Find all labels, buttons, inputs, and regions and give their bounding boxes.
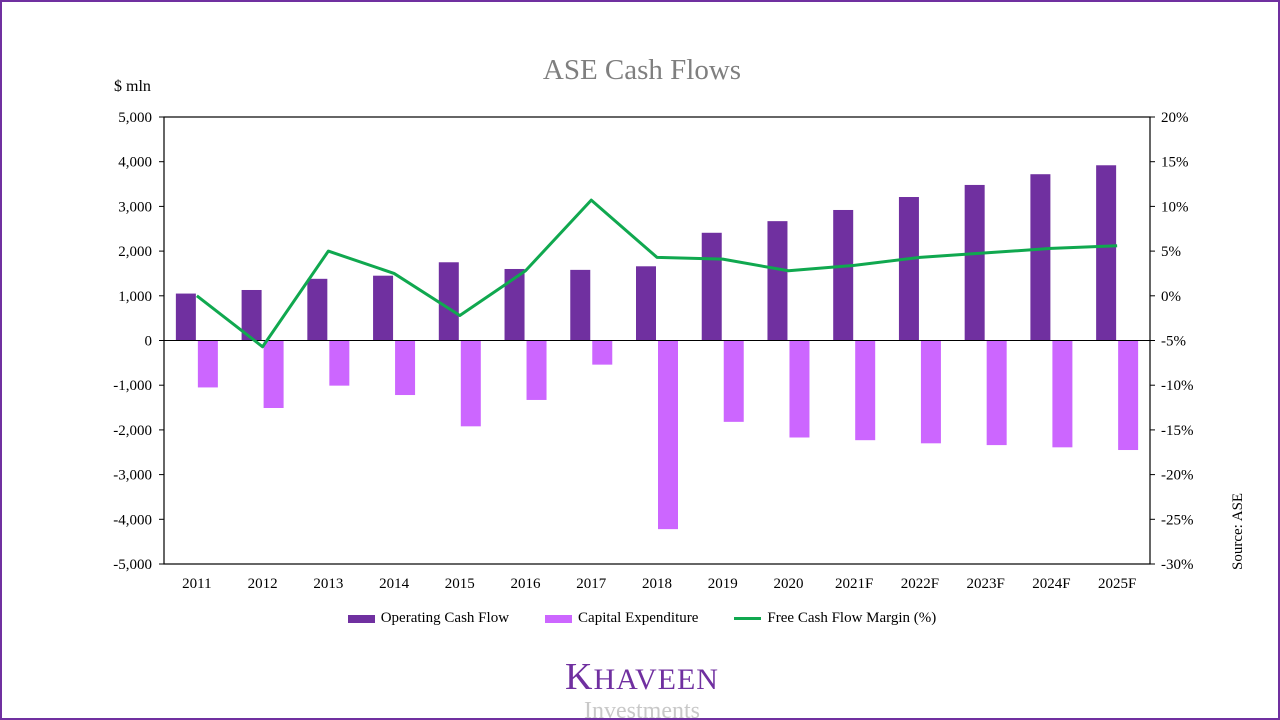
bar-capital-expenditure (263, 340, 284, 408)
y2-axis-tick-label: 20% (1161, 110, 1189, 126)
bar-operating-cash-flow (438, 262, 459, 341)
x-axis-tick-label: 2024F (1032, 576, 1070, 592)
logo-subtitle: Investments (584, 698, 700, 720)
y-axis-tick-label: 3,000 (118, 199, 152, 215)
x-axis-tick-label: 2013 (313, 576, 343, 592)
y2-axis-tick-label: -30% (1161, 557, 1194, 573)
bar-capital-expenditure (1118, 340, 1139, 451)
bar-operating-cash-flow (833, 209, 854, 341)
y-axis-tick-label: 5,000 (118, 110, 152, 126)
y-axis-tick-label: -2,000 (113, 423, 152, 439)
legend-label-capital-expenditure: Capital Expenditure (578, 610, 699, 626)
y-axis-tick-label: -1,000 (113, 378, 152, 394)
legend-item-operating-cash-flow: Operating Cash Flow (347, 610, 510, 627)
x-axis-tick-label: 2015 (445, 576, 475, 592)
y-axis-tick-label: 4,000 (118, 155, 152, 171)
bar-capital-expenditure (920, 340, 941, 444)
y-axis-tick-label: -3,000 (113, 468, 152, 484)
bar-operating-cash-flow (701, 232, 722, 341)
bar-operating-cash-flow (241, 289, 262, 341)
y-axis-tick-label: -4,000 (113, 512, 152, 528)
bar-capital-expenditure (460, 340, 481, 427)
bar-operating-cash-flow (175, 293, 196, 341)
y2-axis-tick-label: 0% (1161, 289, 1181, 305)
x-axis-tick-label: 2014 (379, 576, 410, 592)
x-axis-tick-label: 2012 (248, 576, 278, 592)
legend-swatch-operating-cash-flow (347, 614, 375, 623)
bar-operating-cash-flow (964, 184, 985, 341)
bar-capital-expenditure (329, 340, 350, 386)
x-axis-tick-label: 2023F (966, 576, 1004, 592)
x-axis-tick-label: 2019 (708, 576, 738, 592)
x-axis-tick-label: 2011 (182, 576, 211, 592)
y2-axis-tick-label: 10% (1161, 199, 1189, 215)
khaveen-logo: KHAVEEN Investments (2, 656, 1278, 720)
x-axis-tick-label: 2021F (835, 576, 873, 592)
bar-operating-cash-flow (504, 268, 525, 341)
x-axis-tick-label: 2020 (773, 576, 803, 592)
x-axis-tick-label: 2016 (511, 576, 542, 592)
x-axis-tick-label: 2018 (642, 576, 672, 592)
bar-capital-expenditure (592, 340, 613, 365)
logo-initial: K (565, 656, 594, 698)
bar-operating-cash-flow (636, 266, 656, 341)
legend-label-fcf-margin: Free Cash Flow Margin (%) (767, 610, 937, 626)
logo-rest: HAVEEN (593, 663, 719, 696)
y-axis-unit-label: $ mln (114, 78, 151, 95)
bar-capital-expenditure (197, 340, 218, 388)
y2-axis-tick-label: -20% (1161, 468, 1194, 484)
legend-swatch-capital-expenditure (545, 614, 573, 623)
bar-capital-expenditure (658, 340, 678, 530)
bar-operating-cash-flow (570, 269, 591, 341)
y-axis-tick-label: -5,000 (113, 557, 152, 573)
y-axis-tick-label: 2,000 (118, 244, 152, 260)
chart-legend: Operating Cash Flow Capital Expenditure … (2, 610, 1278, 627)
x-axis-tick-label: 2022F (901, 576, 939, 592)
y2-axis-tick-label: -10% (1161, 378, 1194, 394)
y2-axis-tick-label: 15% (1161, 155, 1189, 171)
y2-axis-tick-label: -15% (1161, 423, 1194, 439)
bar-operating-cash-flow (767, 221, 788, 341)
y2-axis-tick-label: -5% (1161, 334, 1186, 350)
y2-axis-tick-label: 5% (1161, 244, 1181, 260)
y-axis-tick-label: 1,000 (118, 289, 152, 305)
bar-operating-cash-flow (307, 278, 328, 341)
legend-swatch-fcf-margin (734, 617, 762, 620)
bar-operating-cash-flow (373, 275, 394, 341)
y-axis-tick-label: 0 (145, 334, 153, 350)
bar-capital-expenditure (395, 340, 416, 396)
legend-label-operating-cash-flow: Operating Cash Flow (380, 610, 510, 626)
x-axis-tick-label: 2025F (1098, 576, 1136, 592)
bar-capital-expenditure (526, 340, 547, 400)
bar-operating-cash-flow (1096, 165, 1117, 341)
bar-operating-cash-flow (1030, 174, 1051, 341)
chart-title: ASE Cash Flows (542, 54, 742, 86)
bar-operating-cash-flow (898, 197, 919, 341)
legend-item-capital-expenditure: Capital Expenditure (545, 610, 698, 627)
bar-capital-expenditure (986, 340, 1007, 446)
bar-capital-expenditure (855, 340, 876, 441)
bar-capital-expenditure (1052, 340, 1073, 448)
bar-capital-expenditure (789, 340, 810, 438)
logo-wordmark: KHAVEEN (2, 656, 1278, 700)
y2-axis-tick-label: -25% (1161, 512, 1194, 528)
bar-capital-expenditure (723, 340, 744, 422)
x-axis-tick-label: 2017 (576, 576, 607, 592)
line-fcf-margin (195, 198, 1118, 349)
legend-item-fcf-margin: Free Cash Flow Margin (%) (734, 610, 936, 627)
